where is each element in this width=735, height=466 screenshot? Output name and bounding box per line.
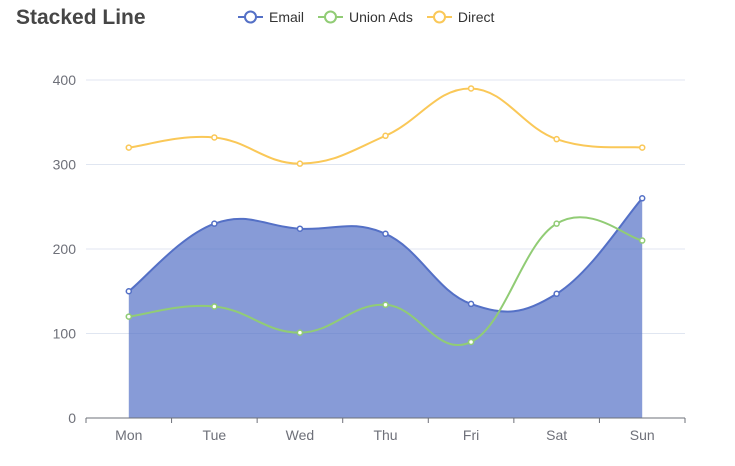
data-point-2-mon xyxy=(125,144,133,151)
data-point-1-thu xyxy=(382,301,389,309)
legend-item-0[interactable]: Email xyxy=(238,9,304,25)
data-point-0-mon xyxy=(125,288,133,295)
data-point-0-wed xyxy=(296,225,304,232)
data-point-0-sat xyxy=(553,290,560,298)
data-point-1-sun xyxy=(638,237,646,244)
data-point-2-wed xyxy=(296,160,304,167)
y-tick-label-300: 300 xyxy=(53,157,77,173)
x-tick-label-wed: Wed xyxy=(286,427,315,443)
x-tick-label-tue: Tue xyxy=(203,427,227,443)
data-point-2-tue xyxy=(211,134,218,141)
legend-item-1[interactable]: Union Ads xyxy=(318,9,413,25)
data-point-1-tue xyxy=(211,303,218,310)
data-point-2-sat xyxy=(553,135,560,143)
series-area-0 xyxy=(128,198,643,418)
x-tick-label-sun: Sun xyxy=(630,427,655,443)
data-point-0-tue xyxy=(211,220,218,227)
data-point-1-mon xyxy=(125,313,133,320)
data-point-0-thu xyxy=(382,230,389,238)
data-point-2-fri xyxy=(467,85,475,92)
chart-title: Stacked Line xyxy=(16,6,146,29)
x-tick-label-fri: Fri xyxy=(463,427,479,443)
data-point-0-sun xyxy=(638,195,646,202)
legend-item-2[interactable]: Direct xyxy=(426,9,495,25)
data-point-0-fri xyxy=(467,300,475,308)
y-tick-label-200: 200 xyxy=(53,241,77,257)
x-tick-label-thu: Thu xyxy=(373,427,397,443)
y-tick-label-0: 0 xyxy=(68,410,76,426)
legend-line-circle-icon xyxy=(318,10,344,24)
data-point-1-sat xyxy=(553,220,560,227)
series-line-2 xyxy=(128,87,643,165)
legend-line-circle-icon xyxy=(238,10,263,24)
legend: Email Union Ads Direct xyxy=(238,9,508,25)
legend-line-circle-icon xyxy=(426,10,452,24)
data-point-2-sun xyxy=(638,144,646,151)
data-point-1-wed xyxy=(296,329,304,336)
x-tick-label-mon: Mon xyxy=(115,427,142,443)
legend-label: Direct xyxy=(457,9,495,25)
y-tick-label-400: 400 xyxy=(53,72,77,88)
legend-label: Email xyxy=(269,9,305,25)
y-tick-label-100: 100 xyxy=(53,326,77,342)
data-point-2-thu xyxy=(382,132,389,140)
legend-label: Union Ads xyxy=(349,9,413,25)
x-tick-label-sat: Sat xyxy=(546,427,567,443)
data-point-1-fri xyxy=(467,338,475,346)
